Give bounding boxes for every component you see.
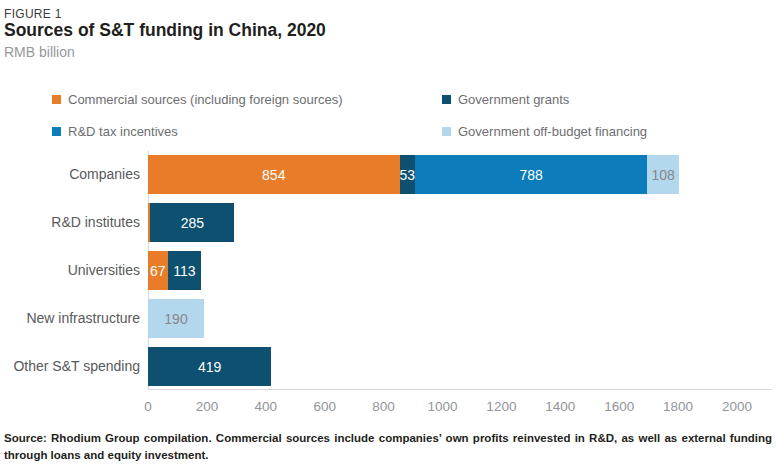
chart-row: Universities67113	[0, 251, 777, 290]
x-tick-label: 400	[255, 399, 278, 414]
bar-segment: 67	[148, 251, 168, 290]
x-tick-label: 1200	[486, 399, 516, 414]
bar-segment: 190	[148, 299, 204, 338]
chart-row: Other S&T spending419	[0, 347, 777, 386]
source-note: Source: Rhodium Group compilation. Comme…	[4, 430, 772, 463]
x-tick-label: 1400	[545, 399, 575, 414]
category-label: New infrastructure	[0, 299, 140, 338]
unit-label: RMB billion	[4, 44, 75, 60]
x-tick-label: 600	[313, 399, 336, 414]
bar-segment: 53	[400, 155, 416, 194]
x-tick-label: 1600	[604, 399, 634, 414]
bar-segment: 419	[148, 347, 271, 386]
legend-marker	[442, 95, 451, 104]
bar-segment: 113	[168, 251, 201, 290]
category-label: Companies	[0, 155, 140, 194]
page-title: Sources of S&T funding in China, 2020	[4, 20, 326, 41]
x-axis-line	[148, 389, 772, 390]
legend-item: Government grants	[442, 92, 647, 107]
legend-marker	[52, 127, 61, 136]
x-tick-label: 800	[372, 399, 395, 414]
legend: Commercial sources (including foreign so…	[52, 92, 647, 139]
stacked-bar: 67113	[148, 251, 201, 290]
stacked-bar: 85453788108	[148, 155, 679, 194]
bar-segment: 788	[415, 155, 647, 194]
legend-item: Government off-budget financing	[442, 124, 647, 139]
category-label: Universities	[0, 251, 140, 290]
x-tick-label: 200	[196, 399, 219, 414]
bar-segment: 285	[150, 203, 234, 242]
figure-label: FIGURE 1	[4, 7, 62, 21]
x-tick-label: 2000	[722, 399, 752, 414]
x-tick-label: 0	[144, 399, 152, 414]
stacked-bar: 419	[148, 347, 271, 386]
chart-row: R&D institutes 285	[0, 203, 777, 242]
x-axis-ticks: 0 200 400 600 800 1000 1200 1400 1600 1800 2000	[0, 399, 777, 417]
x-tick-label: 1000	[427, 399, 457, 414]
legend-label: R&D tax incentives	[68, 124, 178, 139]
category-label: R&D institutes	[0, 203, 140, 242]
chart-row: Companies85453788108	[0, 155, 777, 194]
stacked-bar: 190	[148, 299, 204, 338]
bar-segment: 854	[148, 155, 400, 194]
legend-marker	[52, 95, 61, 104]
stacked-bar: 285	[148, 203, 234, 242]
legend-label: Commercial sources (including foreign so…	[68, 92, 343, 107]
chart-row: New infrastructure190	[0, 299, 777, 338]
legend-item: Commercial sources (including foreign so…	[52, 92, 442, 107]
legend-marker	[442, 127, 451, 136]
legend-label: Government grants	[458, 92, 569, 107]
legend-item: R&D tax incentives	[52, 124, 442, 139]
figure-container: FIGURE 1 Sources of S&T funding in China…	[0, 0, 777, 465]
bar-segment: 108	[647, 155, 679, 194]
x-tick-label: 1800	[663, 399, 693, 414]
legend-label: Government off-budget financing	[458, 124, 647, 139]
category-label: Other S&T spending	[0, 347, 140, 386]
